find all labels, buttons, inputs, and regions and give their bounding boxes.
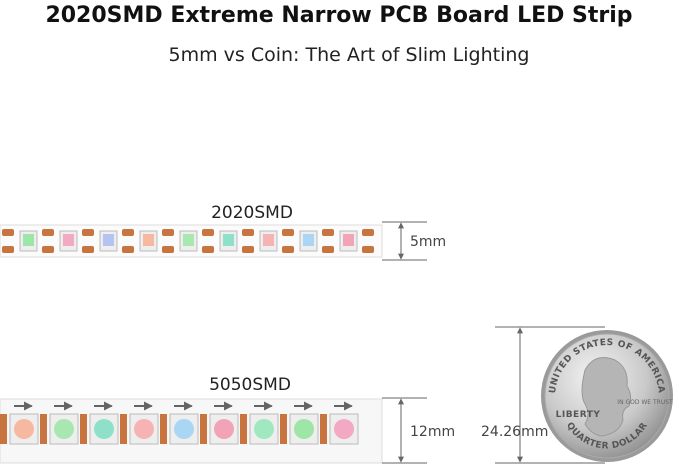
led-glow [54,419,74,439]
led-glow [343,234,354,246]
led-glow [183,234,194,246]
pad [42,246,54,253]
pad [80,414,87,444]
pad [362,246,374,253]
pad [202,246,214,253]
dim-label: 5mm [410,234,446,250]
pad [242,246,254,253]
pad [320,414,327,444]
title: 2020SMD Extreme Narrow PCB Board LED Str… [45,3,632,28]
pad [202,229,214,236]
subtitle: 5mm vs Coin: The Art of Slim Lighting [169,44,530,66]
dim-label: 24.26mm [481,424,548,440]
strip-label: 2020SMD [211,203,293,223]
pad [42,229,54,236]
pad [82,229,94,236]
led-glow [134,419,154,439]
pad [240,414,247,444]
led-glow [294,419,314,439]
pad [82,246,94,253]
led-glow [143,234,154,246]
pad [2,229,14,236]
coin: UNITED STATES OF AMERICA QUARTER DOLLAR … [541,330,673,462]
led-glow [254,419,274,439]
pad [282,229,294,236]
pad [2,246,14,253]
pad [362,229,374,236]
pad [242,229,254,236]
pad [280,414,287,444]
led-glow [334,419,354,439]
pad [322,229,334,236]
dim-label: 12mm [410,424,455,440]
led-glow [303,234,314,246]
pad [162,229,174,236]
strips [0,224,383,464]
pad [322,246,334,253]
pad [0,414,7,444]
led-glow [263,234,274,246]
pad [122,229,134,236]
led-glow [223,234,234,246]
pad [162,246,174,253]
led-glow [14,419,34,439]
led-glow [214,419,234,439]
coin-motto: IN GOD WE TRUST [617,399,673,406]
led-glow [23,234,34,246]
strip-label: 5050SMD [209,375,291,395]
led-glow [94,419,114,439]
pad [200,414,207,444]
pad [282,246,294,253]
led-glow [103,234,114,246]
coin-portrait [581,357,632,437]
pad [120,414,127,444]
pad [40,414,47,444]
led-glow [174,419,194,439]
pad [160,414,167,444]
led-glow [63,234,74,246]
coin-liberty: LIBERTY [556,410,601,420]
pad [122,246,134,253]
